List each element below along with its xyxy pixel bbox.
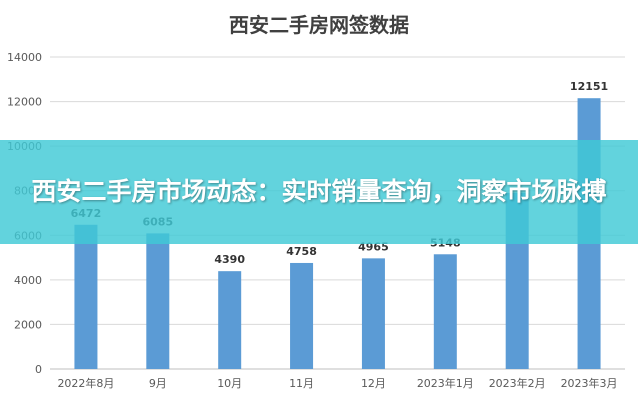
- overlay-headline: 西安二手房市场动态：实时销量查询，洞察市场脉搏: [31, 177, 607, 206]
- x-tick-label: 2022年8月: [57, 376, 114, 390]
- y-tick-label: 14000: [7, 51, 42, 64]
- x-tick-label: 11月: [289, 377, 314, 390]
- y-tick-label: 2000: [14, 318, 42, 331]
- y-tick-label: 4000: [14, 274, 42, 287]
- bar: [146, 233, 170, 369]
- x-tick-label: 2023年3月: [561, 376, 618, 390]
- x-tick-label: 9月: [149, 377, 167, 390]
- chart-title: 西安二手房网签数据: [229, 13, 409, 37]
- data-label: 12151: [570, 80, 608, 93]
- x-tick-label: 10月: [217, 377, 242, 390]
- data-label: 4758: [286, 245, 317, 258]
- x-axis-ticks: 2022年8月 9月 10月 11月 12月 2023年1月 2023年2月 2023年3月: [57, 376, 617, 390]
- x-tick-label: 2023年2月: [489, 376, 546, 390]
- bar: [74, 224, 98, 369]
- bar: [218, 271, 242, 369]
- bar: [290, 262, 314, 369]
- overlay-banner: 西安二手房市场动态：实时销量查询，洞察市场脉搏: [0, 140, 638, 244]
- bar: [433, 254, 457, 369]
- y-tick-label: 12000: [7, 96, 42, 109]
- data-label: 4390: [214, 253, 245, 266]
- x-tick-label: 12月: [361, 377, 386, 390]
- x-tick-label: 2023年1月: [417, 376, 474, 390]
- bar: [361, 258, 385, 369]
- y-tick-label: 0: [35, 363, 42, 376]
